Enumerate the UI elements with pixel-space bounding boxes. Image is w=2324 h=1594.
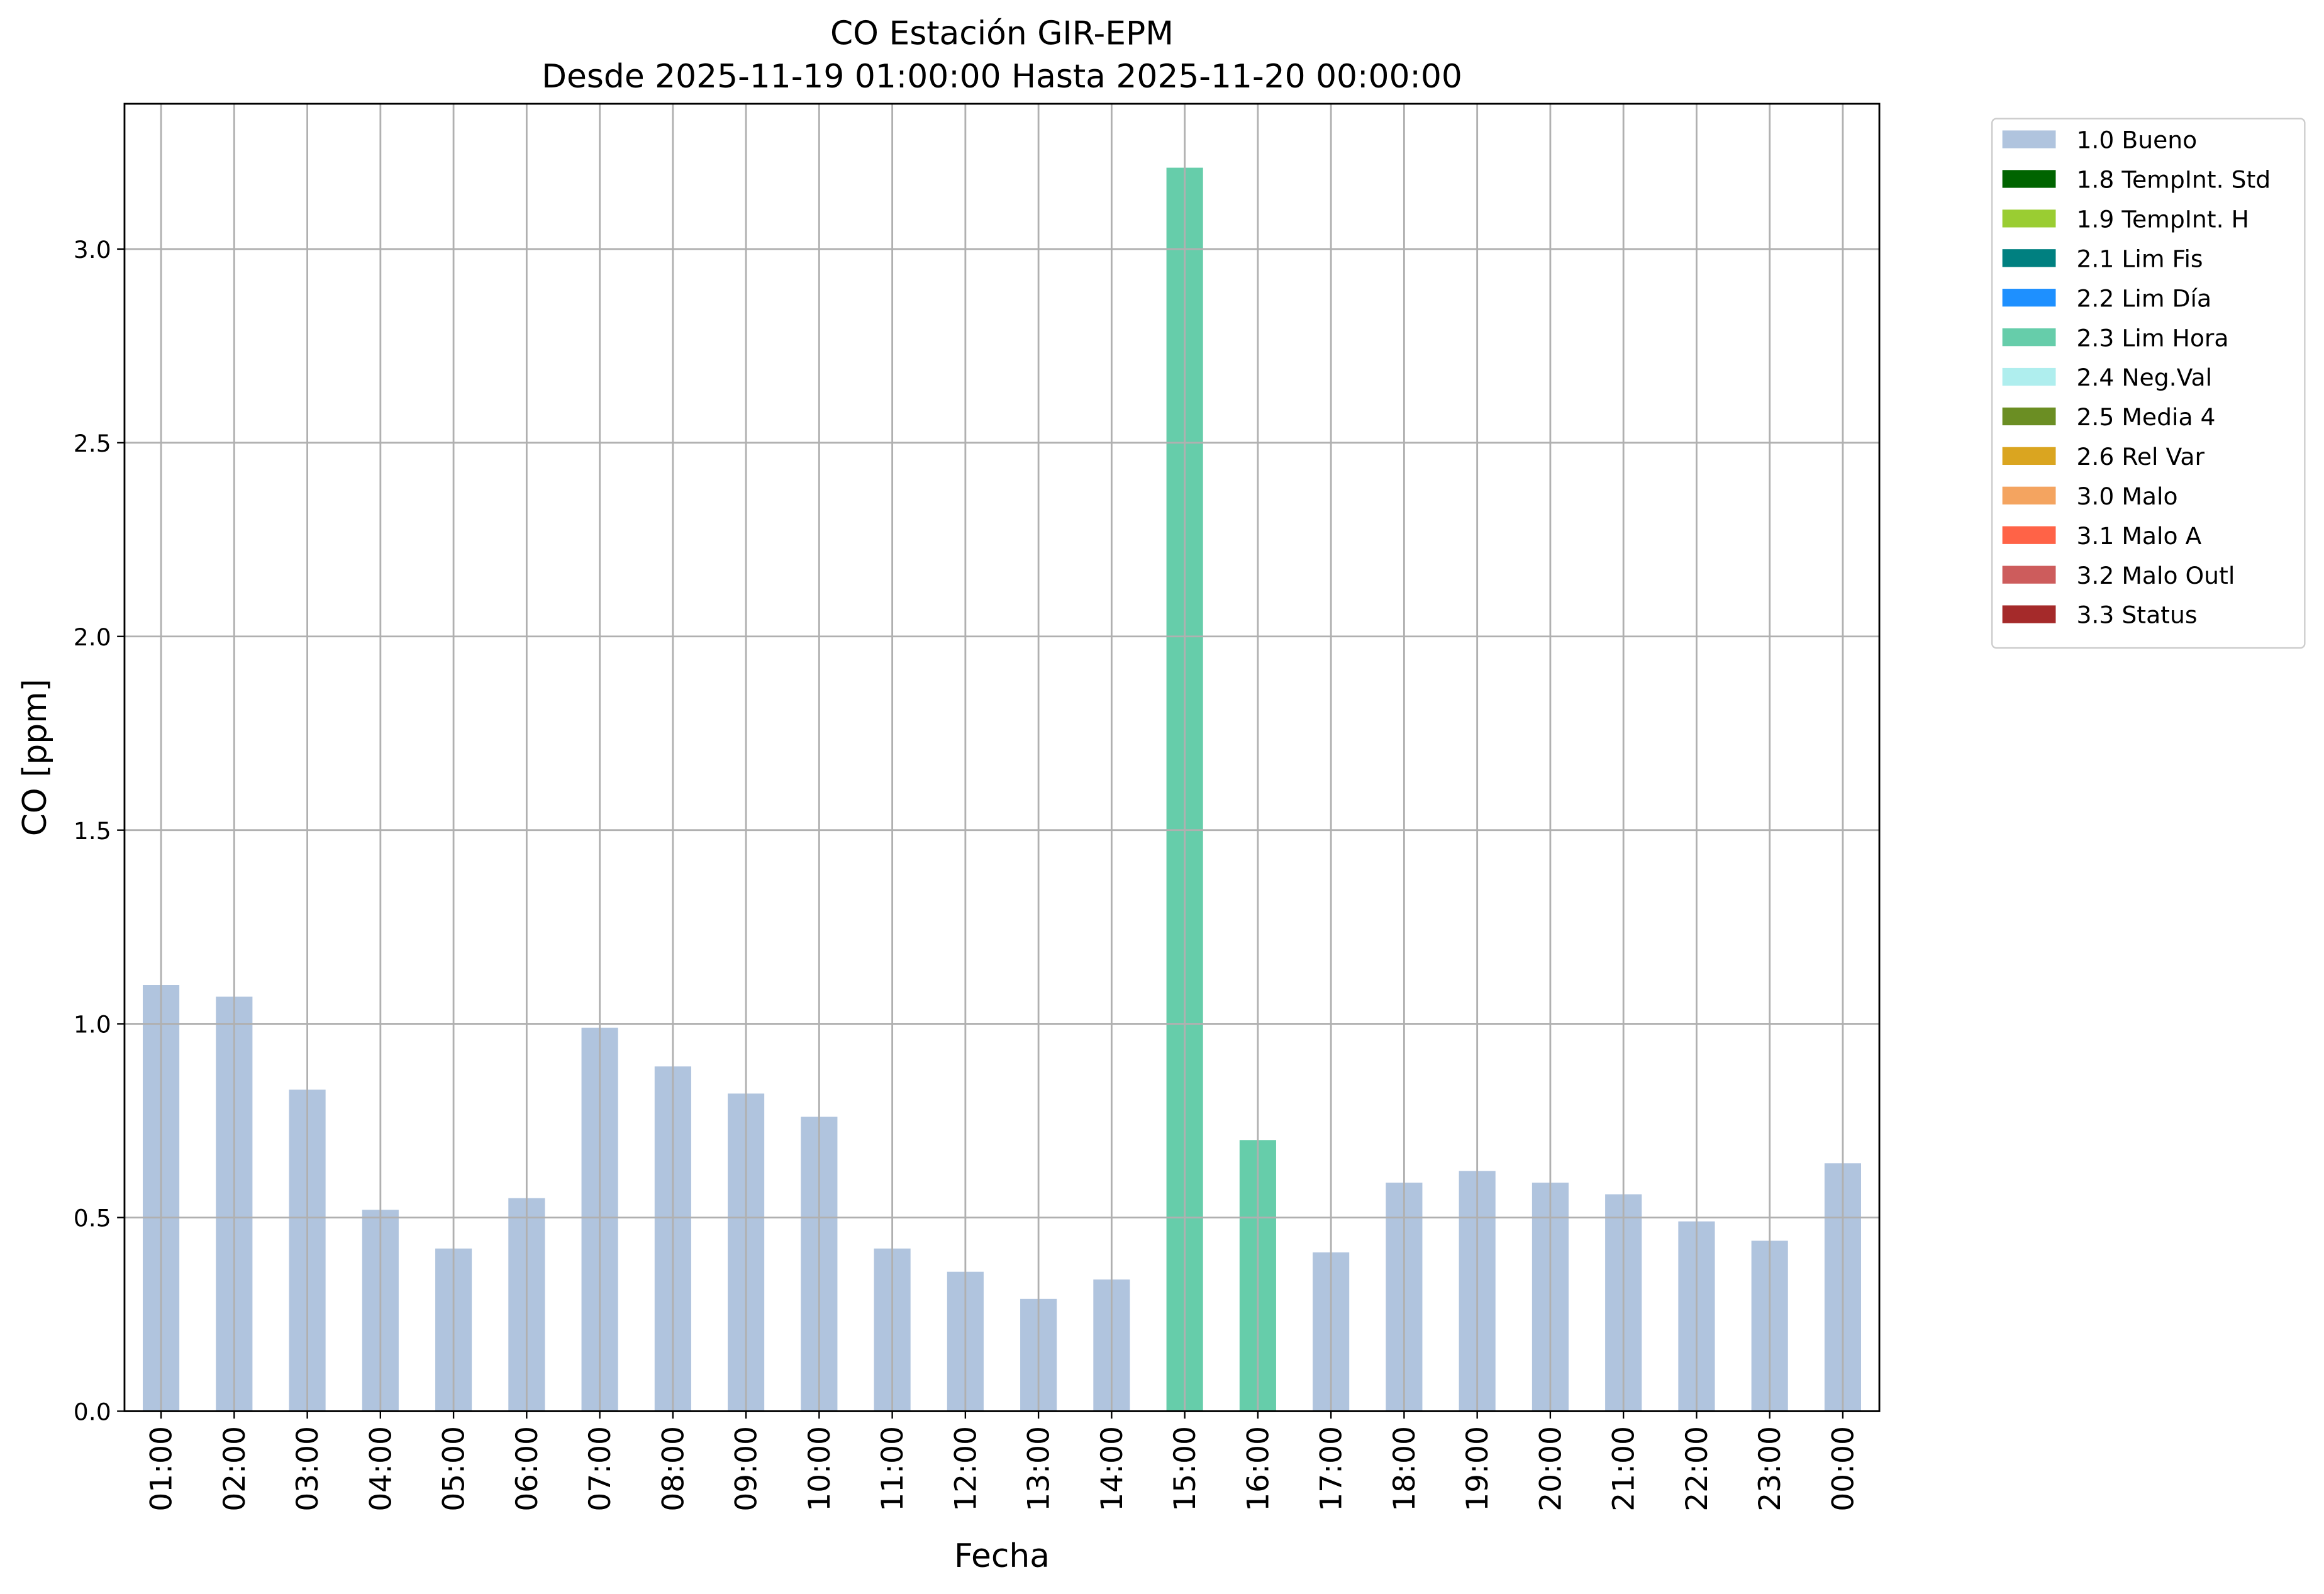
x-tick-label: 20:00 — [1533, 1426, 1568, 1512]
x-tick-label: 06:00 — [510, 1426, 545, 1512]
legend-swatch — [2002, 328, 2056, 347]
x-tick-label: 21:00 — [1607, 1426, 1642, 1512]
plot-frame — [123, 103, 1881, 1412]
x-tick-label: 10:00 — [803, 1426, 837, 1512]
legend-swatch — [2002, 289, 2056, 307]
legend-label: 2.4 Neg.Val — [2076, 364, 2212, 391]
legend-label: 3.0 Malo — [2076, 482, 2177, 510]
x-tick-label: 23:00 — [1753, 1426, 1787, 1512]
chart-subtitle: Desde 2025-11-19 01:00:00 Hasta 2025-11-… — [542, 58, 1462, 96]
x-tick-label: 14:00 — [1095, 1426, 1130, 1512]
legend-label: 2.6 Rel Var — [2076, 443, 2204, 471]
x-tick-label: 09:00 — [730, 1426, 764, 1512]
legend-label: 2.5 Media 4 — [2076, 403, 2215, 431]
x-tick-label: 02:00 — [218, 1426, 252, 1512]
x-tick-label: 15:00 — [1168, 1426, 1203, 1512]
legend-label: 1.8 TempInt. Std — [2076, 166, 2271, 194]
legend-box — [1991, 118, 2306, 649]
legend: 1.0 Bueno 1.8 TempInt. Std 1.9 TempInt. H 2… — [1991, 118, 2306, 649]
legend-swatch — [2002, 130, 2056, 148]
legend-label: 1.0 Bueno — [2076, 126, 2197, 154]
y-tick-label: 0.0 — [74, 1398, 111, 1426]
x-tick-label: 16:00 — [1241, 1426, 1276, 1512]
legend-swatch — [2002, 170, 2056, 188]
y-tick-label: 2.0 — [74, 623, 111, 651]
legend-label: 3.3 Status — [2076, 601, 2197, 629]
legend-label: 1.9 TempInt. H — [2076, 206, 2249, 233]
x-tick-label: 00:00 — [1826, 1426, 1860, 1512]
y-tick-label: 1.5 — [74, 817, 111, 845]
legend-label: 3.2 Malo Outl — [2076, 562, 2235, 589]
legend-swatch — [2002, 249, 2056, 267]
x-tick-label: 18:00 — [1387, 1426, 1422, 1512]
axes: 0.0 0.5 1.0 1.5 2.0 2.5 3.0 01:00 02:00 03:00 04:0… — [74, 103, 1881, 1512]
chart-title: CO Estación GIR-EPM — [830, 15, 1174, 53]
y-tick-label: 1.0 — [74, 1011, 111, 1039]
legend-label: 2.1 Lim Fis — [2076, 245, 2203, 272]
legend-swatch — [2002, 526, 2056, 544]
legend-label: 3.1 Malo A — [2076, 522, 2201, 550]
legend-label: 2.3 Lim Hora — [2076, 324, 2228, 352]
y-axis-label: CO [ppm] — [16, 679, 54, 836]
y-tick-label: 2.5 — [74, 430, 111, 457]
x-tick-label: 03:00 — [291, 1426, 325, 1512]
x-tick-label: 22:00 — [1680, 1426, 1715, 1512]
x-tick-label: 05:00 — [437, 1426, 472, 1512]
legend-swatch — [2002, 407, 2056, 426]
x-tick-label: 19:00 — [1460, 1426, 1495, 1512]
x-tick-label: 11:00 — [876, 1426, 910, 1512]
legend-label: 2.2 Lim Día — [2076, 284, 2211, 312]
legend-swatch — [2002, 367, 2056, 386]
legend-swatch — [2002, 605, 2056, 623]
legend-swatch — [2002, 566, 2056, 584]
x-tick-label: 17:00 — [1315, 1426, 1349, 1512]
x-tick-label: 12:00 — [948, 1426, 983, 1512]
x-tick-label: 01:00 — [145, 1426, 179, 1512]
x-tick-label: 04:00 — [364, 1426, 398, 1512]
y-tick-label: 3.0 — [74, 236, 111, 264]
y-tick-label: 0.5 — [74, 1205, 111, 1232]
x-tick-label: 08:00 — [656, 1426, 691, 1512]
x-tick-label: 07:00 — [583, 1426, 618, 1512]
legend-swatch — [2002, 209, 2056, 228]
legend-swatch — [2002, 486, 2056, 504]
x-axis-label: Fecha — [954, 1537, 1050, 1575]
legend-swatch — [2002, 447, 2056, 465]
x-tick-label: 13:00 — [1022, 1426, 1057, 1512]
